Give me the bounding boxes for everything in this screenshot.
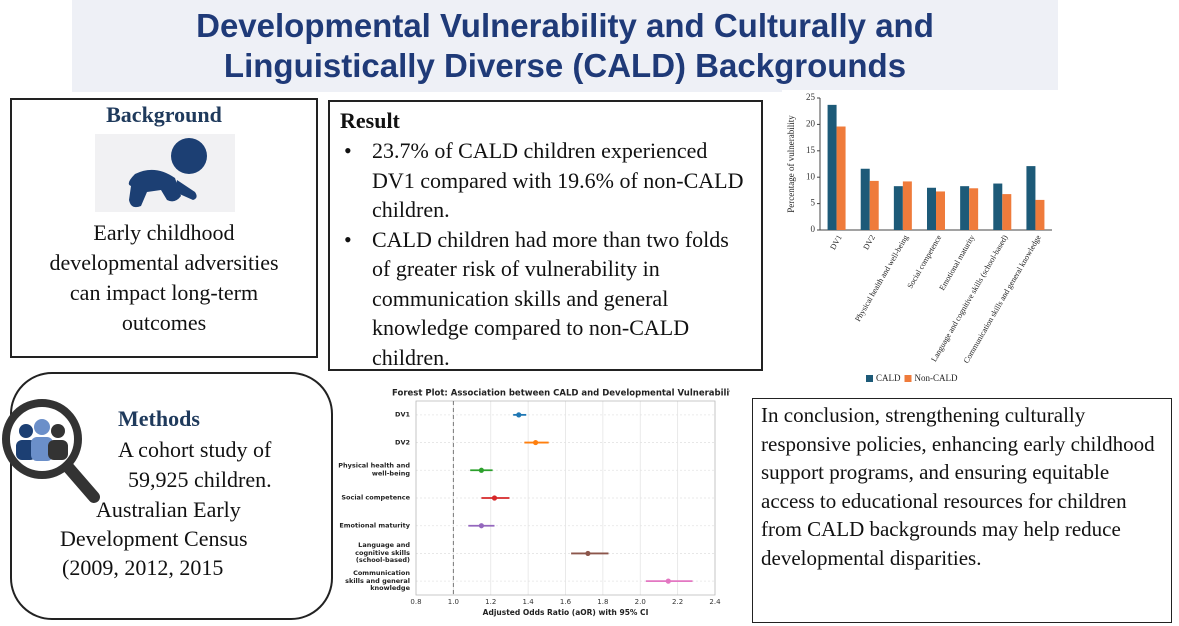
text-line: (2009, 2012, 2015	[62, 555, 224, 580]
point-estimate	[533, 439, 539, 446]
x-tick-label: 1.8	[597, 598, 608, 606]
legend-label: CALD	[876, 373, 901, 383]
bullet: CALD children had more than two folds of…	[344, 225, 751, 373]
bar	[869, 180, 879, 230]
text-line: Early childhood	[93, 220, 235, 245]
forest-plot: Forest Plot: Association between CALD an…	[392, 389, 730, 618]
title-banner: Developmental Vulnerability and Cultural…	[72, 0, 1058, 92]
chart-title: Forest Plot: Association between CALD an…	[392, 389, 730, 399]
x-tick-label: 2.4	[709, 598, 721, 606]
background-panel: Background Early childhood developmental …	[10, 98, 318, 358]
result-panel: Result 23.7% of CALD children experience…	[328, 100, 763, 371]
legend-swatch	[866, 375, 873, 382]
background-text: Early childhood developmental adversities…	[12, 218, 316, 338]
y-tick-label: 15	[806, 145, 816, 155]
y-tick-label: Social competence	[341, 493, 410, 502]
y-tick-label: 10	[806, 171, 816, 181]
y-tick-label: 5	[811, 198, 816, 208]
y-tick-label: Emotional maturity	[339, 520, 410, 529]
text-line: can impact long-term	[69, 280, 259, 305]
section-title: Result	[340, 108, 400, 133]
x-tick-label: 1.6	[560, 598, 572, 606]
y-tick-label: 20	[806, 118, 816, 128]
bar	[993, 183, 1003, 230]
x-tick-label: 1.4	[523, 598, 535, 606]
point-estimate	[478, 467, 485, 473]
icon-body	[128, 169, 181, 208]
x-axis-label: Adjusted Odds Ratio (aOR) with 95% CI	[483, 608, 649, 617]
bar	[836, 126, 846, 230]
y-tick-label: 0	[811, 224, 816, 234]
bar	[960, 186, 970, 230]
bar	[1002, 194, 1012, 230]
y-tick-label: Communication skills and general knowled…	[345, 568, 410, 592]
conclusion-text: In conclusion, strengthening culturally …	[761, 403, 1155, 570]
text-line: Australian Early	[96, 497, 241, 522]
bar-chart: Percentage of vulnerability0510152025DV1…	[782, 90, 1058, 390]
text-line: A cohort study of	[118, 437, 272, 462]
text-line: outcomes	[121, 310, 207, 335]
point-estimate	[585, 550, 591, 557]
methods-panel: Methods A cohort study of 59,925 children…	[10, 372, 333, 620]
section-title: Methods	[118, 406, 200, 431]
icon-handle	[62, 461, 100, 503]
icon-arm	[175, 180, 197, 200]
x-tick-label: 2.0	[635, 598, 646, 606]
legend-swatch	[904, 375, 912, 382]
bar	[827, 104, 837, 230]
text-line: 59,925 children.	[128, 467, 272, 492]
bar	[902, 181, 912, 230]
bullet: 23.7% of CALD children experienced DV1 c…	[344, 136, 751, 225]
magnifier-icon	[2, 399, 100, 503]
bar	[927, 187, 936, 230]
x-tick-label: 0.8	[410, 598, 421, 606]
icon-person	[48, 440, 68, 460]
chart-bg	[782, 90, 1058, 390]
bar	[1035, 199, 1045, 230]
text-line: developmental adversities	[49, 250, 279, 275]
y-axis-label: Percentage of vulnerability	[786, 115, 796, 213]
text-line: Development Census	[60, 526, 248, 551]
bar	[893, 186, 903, 230]
icon-person	[34, 419, 50, 435]
point-estimate	[478, 523, 485, 529]
conclusion-panel: In conclusion, strengthening culturally …	[752, 398, 1172, 623]
bar	[1026, 166, 1036, 230]
icon-person	[31, 437, 53, 461]
y-tick-label: Language and cognitive skills (school-ba…	[355, 541, 410, 565]
icon-person	[19, 424, 33, 438]
point-estimate	[665, 578, 671, 584]
x-tick-label: 1.2	[485, 598, 496, 606]
icon-head	[171, 138, 207, 174]
icon-person	[51, 424, 65, 438]
legend-label: Non-CALD	[915, 373, 958, 383]
bar	[860, 168, 870, 230]
x-tick-label: 2.2	[672, 598, 683, 606]
point-estimate	[491, 495, 498, 501]
baby-icon	[95, 134, 235, 212]
bar	[936, 191, 945, 230]
y-tick-label: DV2	[395, 437, 410, 446]
x-tick-label: 1.0	[448, 598, 459, 606]
y-tick-label: DV1	[395, 410, 410, 419]
point-estimate	[516, 412, 522, 418]
bar	[969, 188, 979, 230]
y-tick-label: Physical health and well-being	[338, 461, 410, 478]
plot-frame	[415, 400, 716, 596]
page-title: Developmental Vulnerability and Cultural…	[196, 7, 934, 84]
result-list: 23.7% of CALD children experienced DV1 c…	[340, 136, 751, 372]
section-title: Background	[106, 102, 222, 127]
y-tick-label: 25	[806, 92, 816, 102]
